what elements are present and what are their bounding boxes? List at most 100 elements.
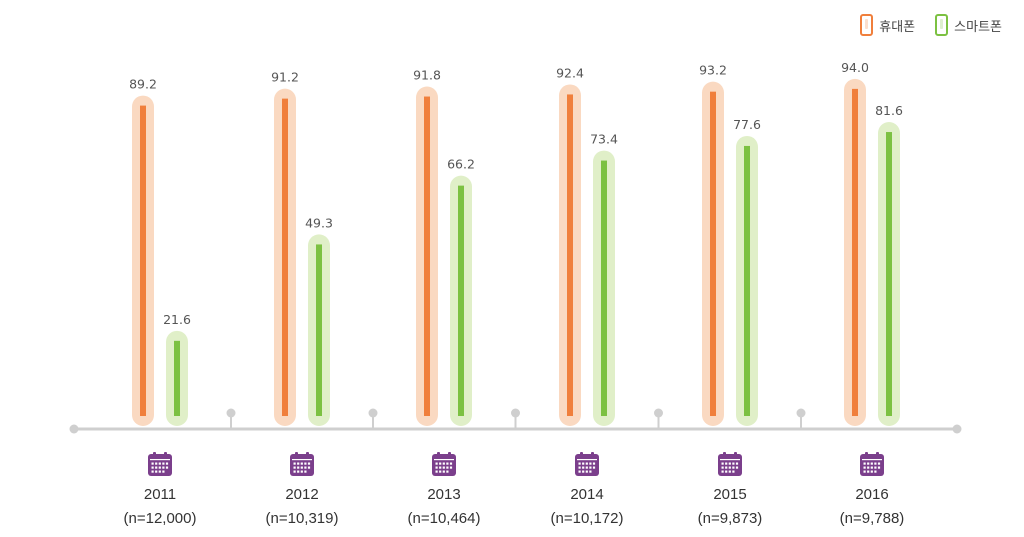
calendar-cell: [592, 466, 596, 469]
bar-mobile: [282, 98, 288, 417]
bar-smartphone: [886, 132, 892, 417]
calendar-cell: [151, 470, 154, 473]
data-label-smartphone: 49.3: [305, 215, 333, 230]
legend: 휴대폰 스마트폰: [860, 14, 1002, 36]
calendar-cell: [446, 462, 449, 465]
calendar-cell: [151, 462, 154, 465]
calendar-cell: [304, 466, 307, 469]
calendar-cell: [435, 462, 438, 465]
calendar-cell: [442, 470, 445, 473]
calendar-cell: [870, 462, 873, 465]
calendar-cell: [732, 466, 735, 469]
calendar-ring: [734, 452, 737, 457]
calendar-ring: [437, 452, 440, 457]
calendar-cell: [300, 470, 303, 473]
legend-label-smartphone: 스마트폰: [954, 18, 1002, 34]
calendar-header-line: [720, 459, 740, 461]
calendar-cell: [158, 466, 161, 469]
calendar-cell: [582, 462, 585, 465]
calendar-cell: [439, 466, 442, 469]
bar-smartphone: [174, 340, 180, 416]
bar-mobile: [567, 94, 573, 416]
calendar-ring: [153, 452, 156, 457]
data-label-mobile: 91.8: [413, 68, 441, 83]
calendar-cell: [877, 466, 881, 469]
calendar-body: [575, 454, 599, 476]
calendar-cell: [725, 470, 728, 473]
calendar-cell: [589, 466, 592, 469]
calendar-cell: [863, 470, 866, 473]
calendar-cell: [162, 462, 165, 465]
axis-separator-dot: [796, 408, 806, 418]
calendar-cell: [582, 470, 585, 473]
calendar-cell: [165, 462, 169, 465]
calendar-cell: [442, 466, 445, 469]
data-label-mobile: 92.4: [556, 65, 584, 80]
calendar-cell: [300, 466, 303, 469]
calendar-cell: [446, 466, 449, 469]
bar-smartphone: [744, 145, 750, 416]
calendar-cell: [728, 470, 731, 473]
calendar-cell: [721, 470, 724, 473]
calendar-cell: [874, 470, 877, 473]
calendar-ring: [865, 452, 868, 457]
category-year-label: 2011: [144, 486, 176, 503]
axis-end-dot: [69, 424, 79, 434]
calendar-body: [718, 454, 742, 476]
calendar-cell: [578, 462, 581, 465]
calendar-cell: [435, 470, 438, 473]
legend-label-mobile: 휴대폰: [879, 18, 916, 34]
calendar-body: [860, 454, 884, 476]
calendar-cell: [446, 470, 449, 473]
calendar-body: [290, 454, 314, 476]
bar-mobile: [424, 96, 430, 416]
calendar-cell: [155, 470, 158, 473]
calendar-cell: [867, 466, 870, 469]
calendar-cell: [297, 462, 300, 465]
calendar-cell: [151, 466, 154, 469]
bar-smartphone: [601, 160, 607, 416]
data-label-smartphone: 66.2: [447, 157, 475, 172]
category-sample-size-label: (n=10,172): [551, 510, 624, 527]
bar-mobile: [710, 91, 716, 416]
axis-end-dot: [952, 424, 962, 434]
calendar-cell: [300, 462, 303, 465]
calendar-cell: [870, 470, 873, 473]
calendar-icon: [432, 452, 456, 476]
bar-mobile: [140, 105, 146, 417]
calendar-cell: [165, 466, 169, 469]
smartphone-icon: [935, 14, 949, 36]
data-label-smartphone: 21.6: [163, 312, 191, 327]
calendar-ring: [164, 452, 167, 457]
calendar-cell: [435, 466, 438, 469]
data-label-smartphone: 81.6: [875, 103, 903, 118]
category-year-label: 2016: [855, 486, 888, 503]
calendar-cell: [578, 466, 581, 469]
calendar-cell: [874, 462, 877, 465]
calendar-cell: [592, 462, 596, 465]
category-year-label: 2015: [713, 486, 746, 503]
axis-separator-dot: [654, 408, 663, 418]
calendar-cell: [877, 462, 881, 465]
calendar-cell: [585, 462, 588, 465]
calendar-ring: [591, 452, 594, 457]
calendar-cell: [867, 462, 870, 465]
axis-separator-dot: [511, 408, 520, 418]
calendar-header-line: [150, 459, 170, 461]
calendar-cell: [155, 462, 158, 465]
calendar-cell: [725, 466, 728, 469]
calendar-header-line: [292, 459, 312, 461]
calendar-cell: [870, 466, 873, 469]
calendar-ring: [295, 452, 298, 457]
calendar-cell: [735, 462, 739, 465]
calendar-cell: [728, 462, 731, 465]
calendar-cell: [449, 466, 453, 469]
bar-mobile: [852, 88, 858, 416]
category-sample-size-label: (n=10,319): [266, 510, 339, 527]
calendar-cell: [585, 470, 588, 473]
calendar-cell: [874, 466, 877, 469]
calendar-cell: [155, 466, 158, 469]
category-sample-size-label: (n=12,000): [124, 510, 197, 527]
calendar-cell: [304, 462, 307, 465]
